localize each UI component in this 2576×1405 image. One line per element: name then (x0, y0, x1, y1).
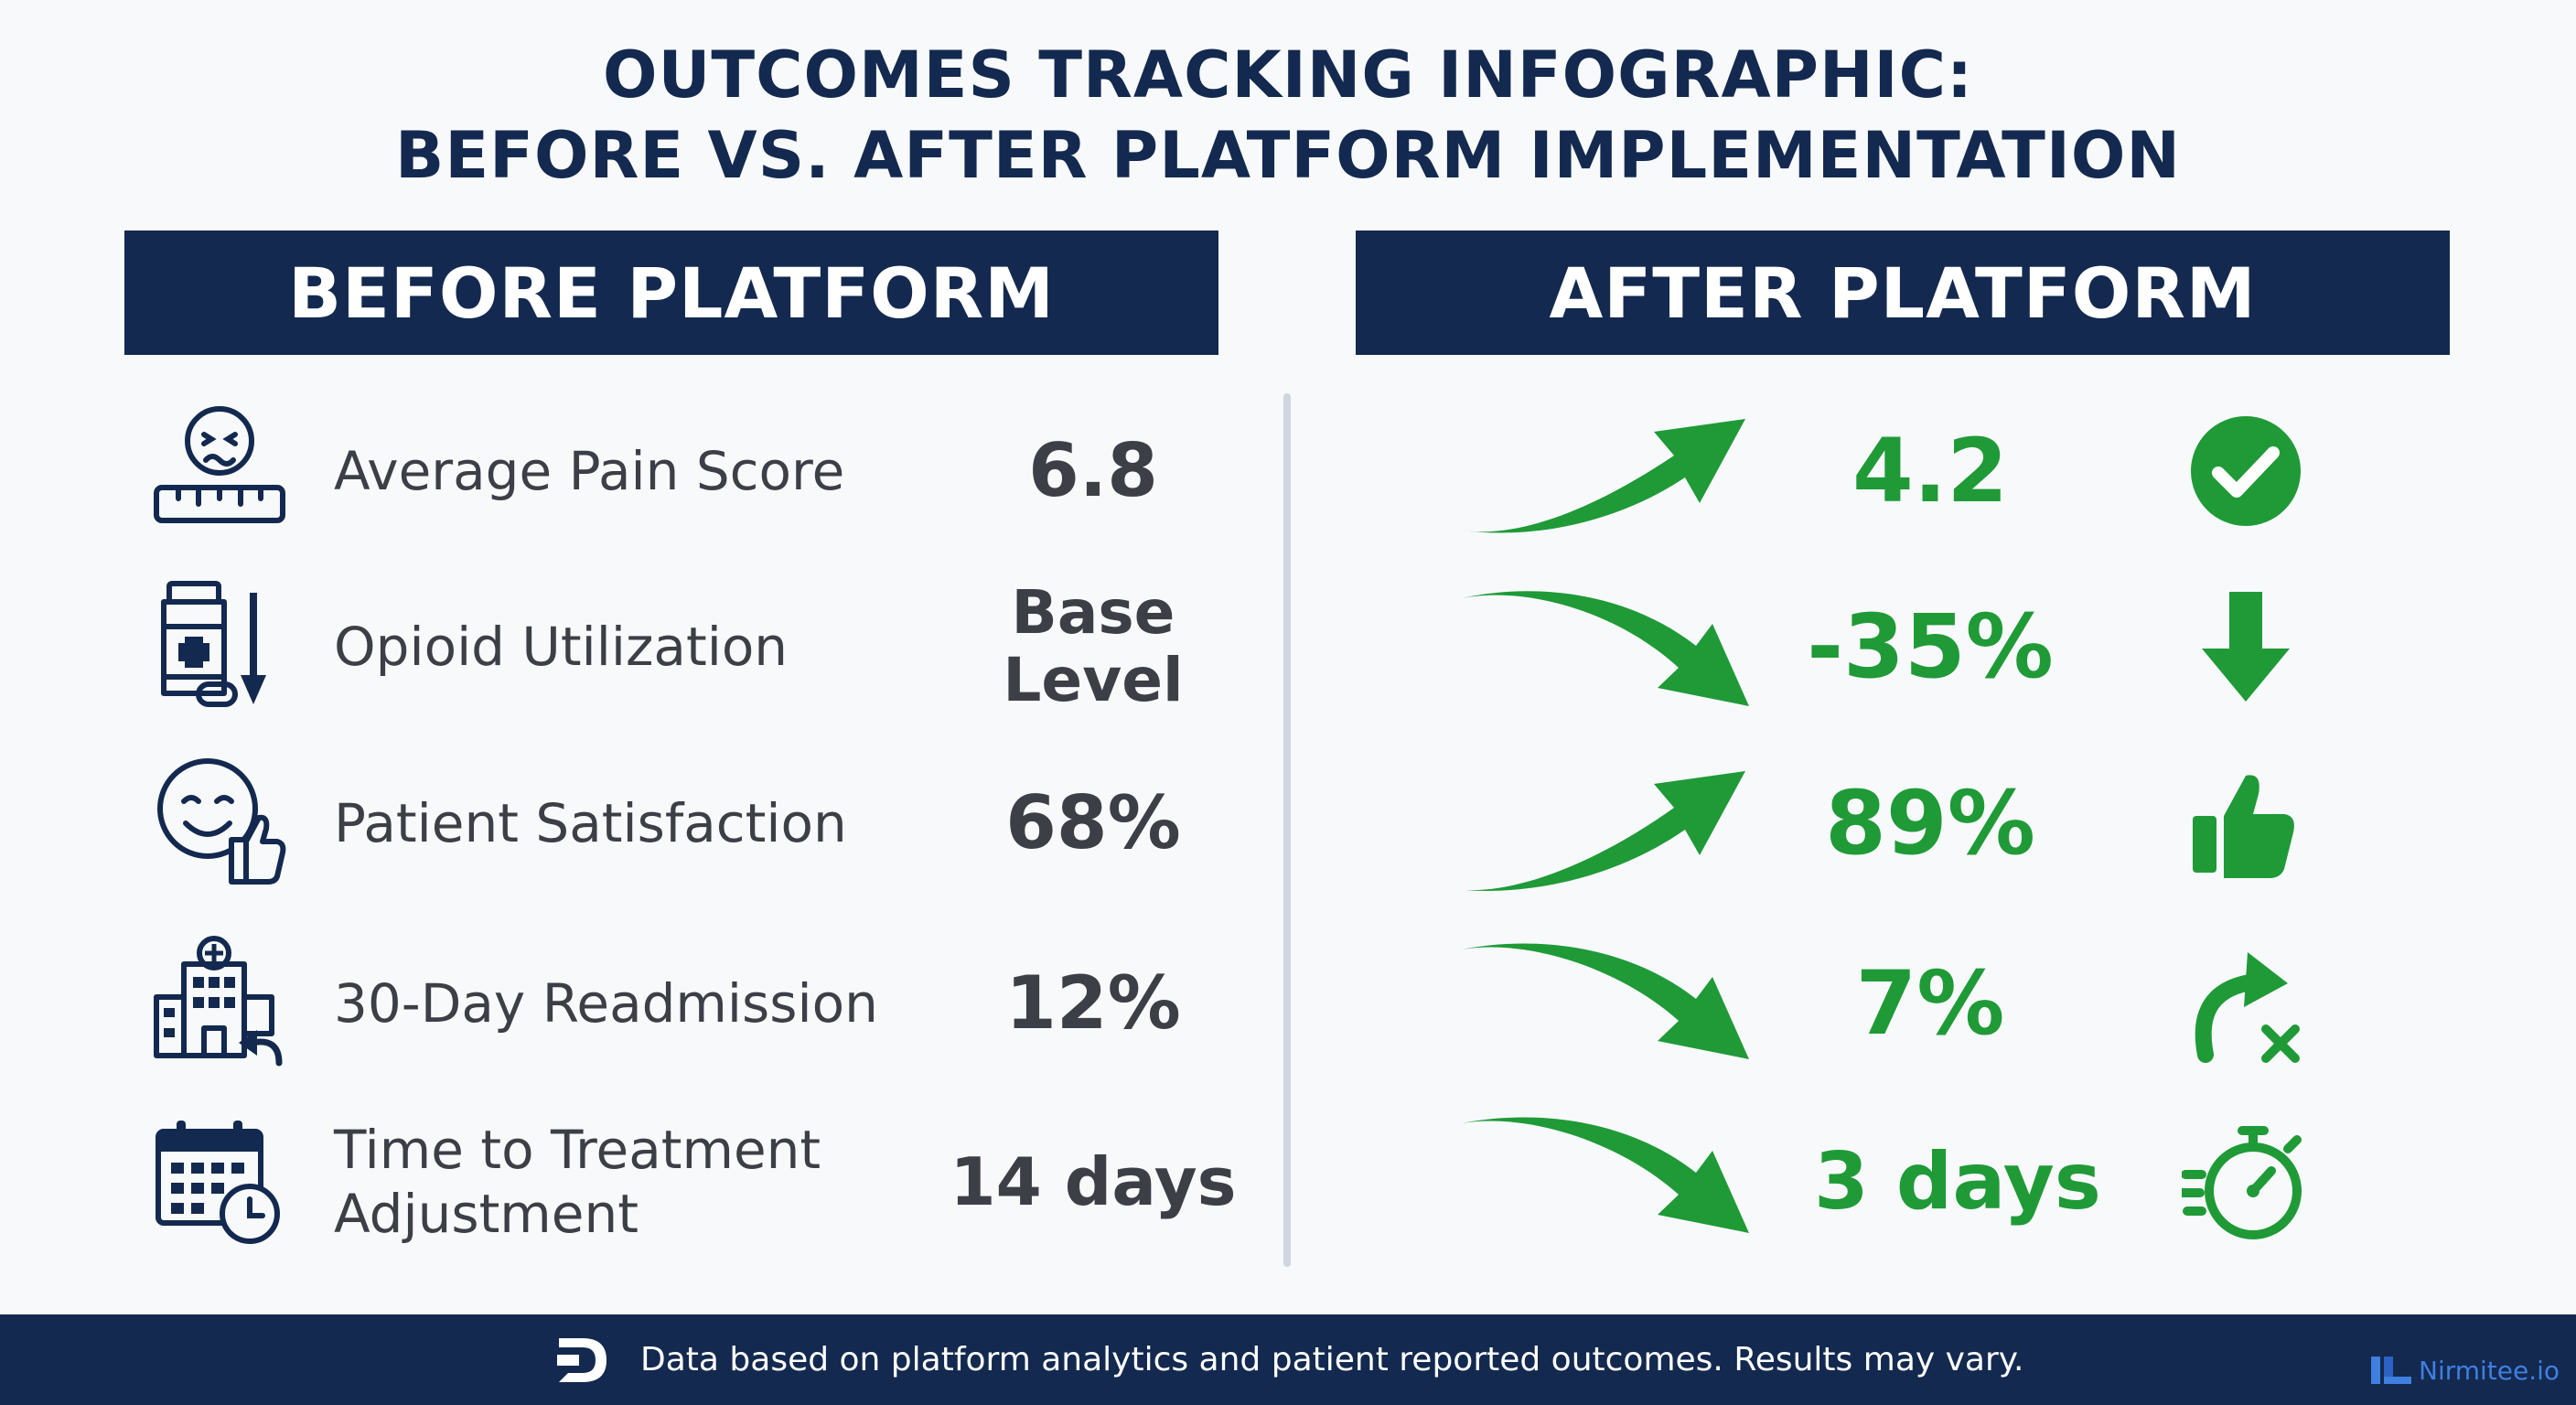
after-value-patient-satisfaction: 89% (1825, 772, 2035, 874)
before-value-30-day-readmission: 12% (1005, 960, 1181, 1046)
before-platform-header: BEFORE PLATFORM (124, 231, 1218, 355)
before-value-pain-score: 6.8 (1028, 428, 1158, 513)
trend-down-arrow-icon (1462, 943, 1749, 1059)
down-arrow-icon (2202, 592, 2290, 702)
nirmitee-logo-icon (2371, 1357, 2411, 1384)
brand-logo: Nirmitee.io (2371, 1352, 2560, 1389)
stopwatch-icon (2182, 1126, 2302, 1239)
hospital-return-icon (154, 936, 283, 1067)
trend-up-arrow-icon (1462, 419, 1745, 533)
trend-down-arrow-icon (1462, 591, 1749, 706)
thumbs-up-icon (2193, 775, 2294, 878)
page-title: OUTCOMES TRACKING INFOGRAPHIC: BEFORE VS… (0, 35, 2576, 196)
before-value-time-to-treatment-adjustment: 14 days (950, 1143, 1237, 1220)
after-value-time-to-treatment-adjustment: 3 days (1814, 1136, 2101, 1228)
pill-bottle-down-icon (161, 581, 266, 707)
footer-disclaimer: Data based on platform analytics and pat… (640, 1341, 2024, 1378)
after-platform-header: AFTER PLATFORM (1356, 231, 2450, 355)
trend-up-arrow-icon (1462, 771, 1745, 891)
no-return-icon (2195, 952, 2300, 1063)
checkmark-icon (2191, 416, 2301, 526)
row-label-30-day-readmission: 30-Day Readmission (334, 972, 878, 1035)
column-divider (1283, 393, 1291, 1267)
after-value-pain-score: 4.2 (1852, 420, 2009, 522)
smiley-thumbs-up-icon (157, 758, 286, 885)
title-line-1: OUTCOMES TRACKING INFOGRAPHIC: (603, 38, 1973, 113)
pain-scale-icon (154, 406, 285, 523)
brand-name: Nirmitee.io (2419, 1355, 2560, 1386)
calendar-clock-icon (156, 1121, 280, 1244)
trend-down-arrow-icon (1462, 1117, 1749, 1233)
platform-logo-icon (557, 1338, 606, 1382)
footer-bar: Data based on platform analytics and pat… (0, 1314, 2576, 1405)
row-label-opioid-utilization: Opioid Utilization (334, 616, 789, 678)
row-label-time-to-treatment-adjustment: Time to Treatment Adjustment (334, 1119, 821, 1245)
after-value-30-day-readmission: 7% (1855, 952, 2005, 1055)
before-value-opioid-utilization: Base Level (1003, 577, 1184, 715)
title-line-2: BEFORE VS. AFTER PLATFORM IMPLEMENTATION (394, 118, 2182, 193)
row-label-patient-satisfaction: Patient Satisfaction (334, 792, 847, 854)
before-value-patient-satisfaction: 68% (1005, 780, 1181, 865)
after-value-opioid-utilization: -35% (1807, 595, 2054, 698)
row-label-pain-score: Average Pain Score (334, 440, 845, 502)
